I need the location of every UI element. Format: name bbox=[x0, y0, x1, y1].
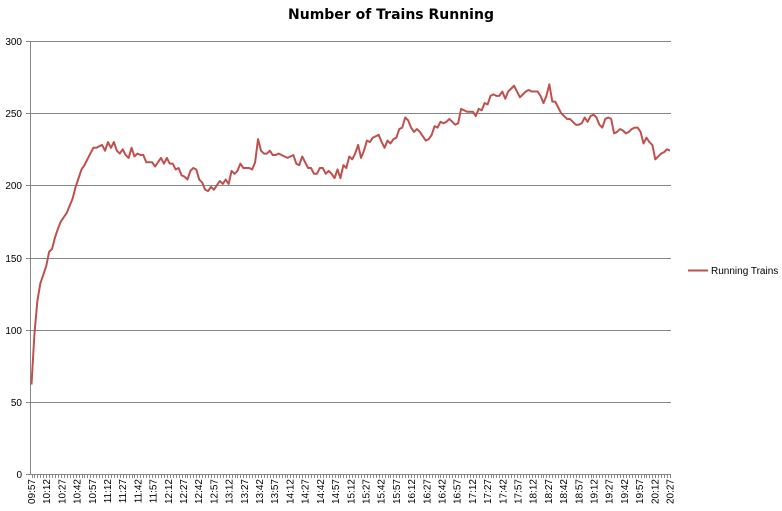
x-tick-label: 13:42 bbox=[255, 479, 266, 504]
x-tick-label: 12:42 bbox=[194, 479, 205, 504]
x-tick-label: 15:57 bbox=[392, 479, 403, 504]
x-tick-label: 14:12 bbox=[285, 479, 296, 504]
x-tick-label: 12:27 bbox=[179, 479, 190, 504]
x-tick-label: 14:42 bbox=[316, 479, 327, 504]
x-tick-label: 11:57 bbox=[149, 479, 160, 504]
x-tick-label: 17:57 bbox=[513, 479, 524, 504]
x-tick-label: 09:57 bbox=[27, 479, 38, 504]
y-tick-label: 0 bbox=[16, 470, 22, 481]
x-tick-label: 10:27 bbox=[57, 479, 68, 504]
x-tick-label: 13:57 bbox=[270, 479, 281, 504]
x-tick-label: 18:27 bbox=[544, 479, 555, 504]
y-tick-label: 50 bbox=[11, 398, 23, 409]
x-tick-label: 16:27 bbox=[422, 479, 433, 504]
y-tick-label: 150 bbox=[5, 254, 22, 265]
legend-label: Running Trains bbox=[711, 266, 778, 277]
x-tick-label: 19:42 bbox=[620, 479, 631, 504]
x-tick-label: 17:42 bbox=[498, 479, 509, 504]
series-lines bbox=[30, 83, 671, 385]
x-tick-label: 13:27 bbox=[240, 479, 251, 504]
x-tick-label: 12:57 bbox=[209, 479, 220, 504]
series-line-running-trains bbox=[30, 83, 671, 385]
x-tick-label: 19:27 bbox=[605, 479, 616, 504]
x-tick-label: 14:27 bbox=[301, 479, 312, 504]
x-tick-label: 17:12 bbox=[468, 479, 479, 504]
gridlines bbox=[30, 41, 671, 403]
x-tick-labels: 09:57 10:12 10:27 10:42 10:57 11:12 11:27 11:42… bbox=[27, 479, 677, 504]
x-tick-label: 11:27 bbox=[118, 479, 129, 504]
y-tick-labels: 0 50 100 150 200 250 300 bbox=[5, 37, 22, 481]
x-tick-label: 17:27 bbox=[483, 479, 494, 504]
x-tick-label: 10:42 bbox=[73, 479, 84, 504]
x-tick-label: 11:42 bbox=[133, 479, 144, 504]
x-tick-label: 12:12 bbox=[164, 479, 175, 504]
x-tick-label: 19:12 bbox=[589, 479, 600, 504]
x-tick-label: 14:57 bbox=[331, 479, 342, 504]
y-tick-label: 200 bbox=[5, 181, 22, 192]
x-tick-label: 18:12 bbox=[529, 479, 540, 504]
x-tick-label: 11:12 bbox=[103, 479, 114, 504]
x-tick-label: 20:27 bbox=[666, 479, 677, 504]
chart-title: Number of Trains Running bbox=[288, 7, 494, 23]
x-tick-label: 16:57 bbox=[453, 479, 464, 504]
x-tick-label: 15:27 bbox=[361, 479, 372, 504]
x-tick-label: 18:57 bbox=[574, 479, 585, 504]
y-tick-label: 300 bbox=[5, 37, 22, 48]
x-tick-label: 16:12 bbox=[407, 479, 418, 504]
x-tick-label: 10:12 bbox=[42, 479, 53, 504]
x-tick-label: 10:57 bbox=[88, 479, 99, 504]
x-tick-label: 15:12 bbox=[346, 479, 357, 504]
x-tick-label: 16:42 bbox=[437, 479, 448, 504]
x-tick-label: 18:42 bbox=[559, 479, 570, 504]
x-tick-label: 20:12 bbox=[650, 479, 661, 504]
axes bbox=[26, 41, 671, 478]
x-tick-label: 19:57 bbox=[635, 479, 646, 504]
legend: Running Trains bbox=[688, 266, 778, 277]
y-tick-label: 100 bbox=[5, 326, 22, 337]
x-tick-label: 15:42 bbox=[377, 479, 388, 504]
x-tick-label: 13:12 bbox=[225, 479, 236, 504]
y-tick-label: 250 bbox=[5, 109, 22, 120]
